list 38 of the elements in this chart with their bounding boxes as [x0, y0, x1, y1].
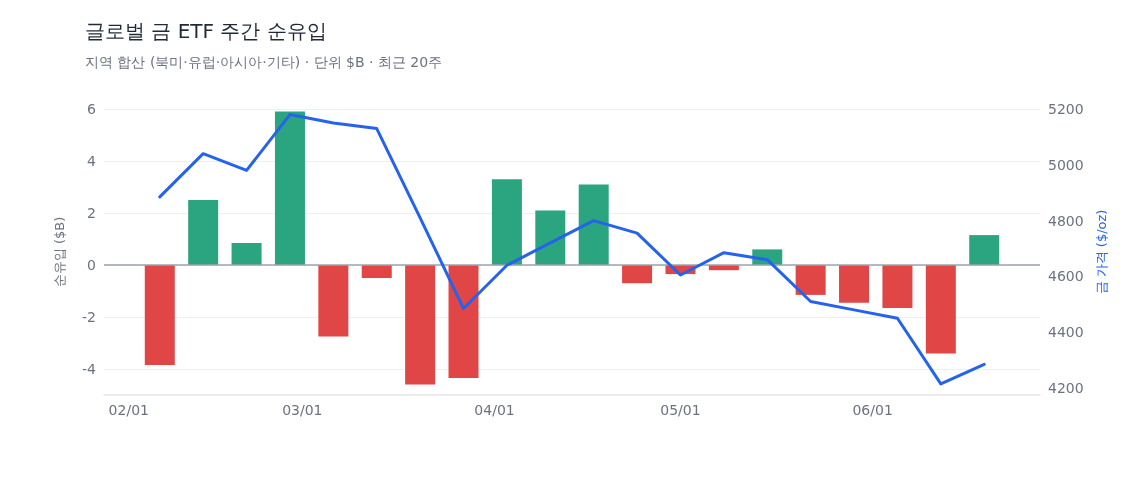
y-tick-label: 0	[87, 257, 96, 273]
y2-tick-label: 5200	[1048, 101, 1084, 117]
bar	[448, 265, 479, 379]
bar	[578, 184, 609, 265]
bar	[882, 265, 913, 308]
y-axis-title: 순유입 ($B)	[52, 216, 67, 288]
bar	[361, 265, 392, 278]
y-tick-label: 4	[87, 153, 97, 169]
y-tick-label: 6	[87, 101, 97, 117]
y2-tick-label: 4600	[1048, 268, 1084, 285]
y-tick-label: 2	[87, 205, 96, 221]
bar	[969, 235, 1000, 265]
bar	[274, 111, 305, 265]
bar	[925, 265, 956, 354]
x-tick-label: 06/01	[852, 402, 893, 418]
bar	[144, 265, 175, 366]
y2-axis-title: 금 가격 ($/oz)	[1093, 209, 1109, 295]
chart-subtitle: 지역 합산 (북미·유럽·아시아·기타) · 단위 $B · 최근 20주	[85, 54, 443, 70]
bar	[188, 200, 219, 265]
bar	[405, 265, 436, 385]
y2-tick-label: 4800	[1048, 212, 1084, 229]
x-tick-label: 02/01	[108, 402, 149, 418]
chart-title: 글로벌 금 ETF 주간 순유입	[85, 19, 327, 43]
y2-tick-label: 5000	[1048, 156, 1084, 173]
bar	[622, 265, 653, 284]
x-tick-label: 03/01	[282, 402, 323, 418]
y2-tick-label: 4200	[1048, 380, 1084, 397]
bar	[491, 179, 522, 265]
x-tick-label: 05/01	[660, 402, 701, 418]
bar	[535, 210, 566, 265]
y2-tick-label: 4400	[1048, 324, 1084, 341]
y-tick-label: -2	[82, 309, 96, 325]
y-tick-label: -4	[82, 361, 97, 377]
x-tick-label: 04/01	[474, 402, 515, 418]
bar	[231, 242, 262, 265]
bar	[318, 265, 349, 337]
bar	[839, 265, 870, 303]
bar	[795, 265, 826, 295]
